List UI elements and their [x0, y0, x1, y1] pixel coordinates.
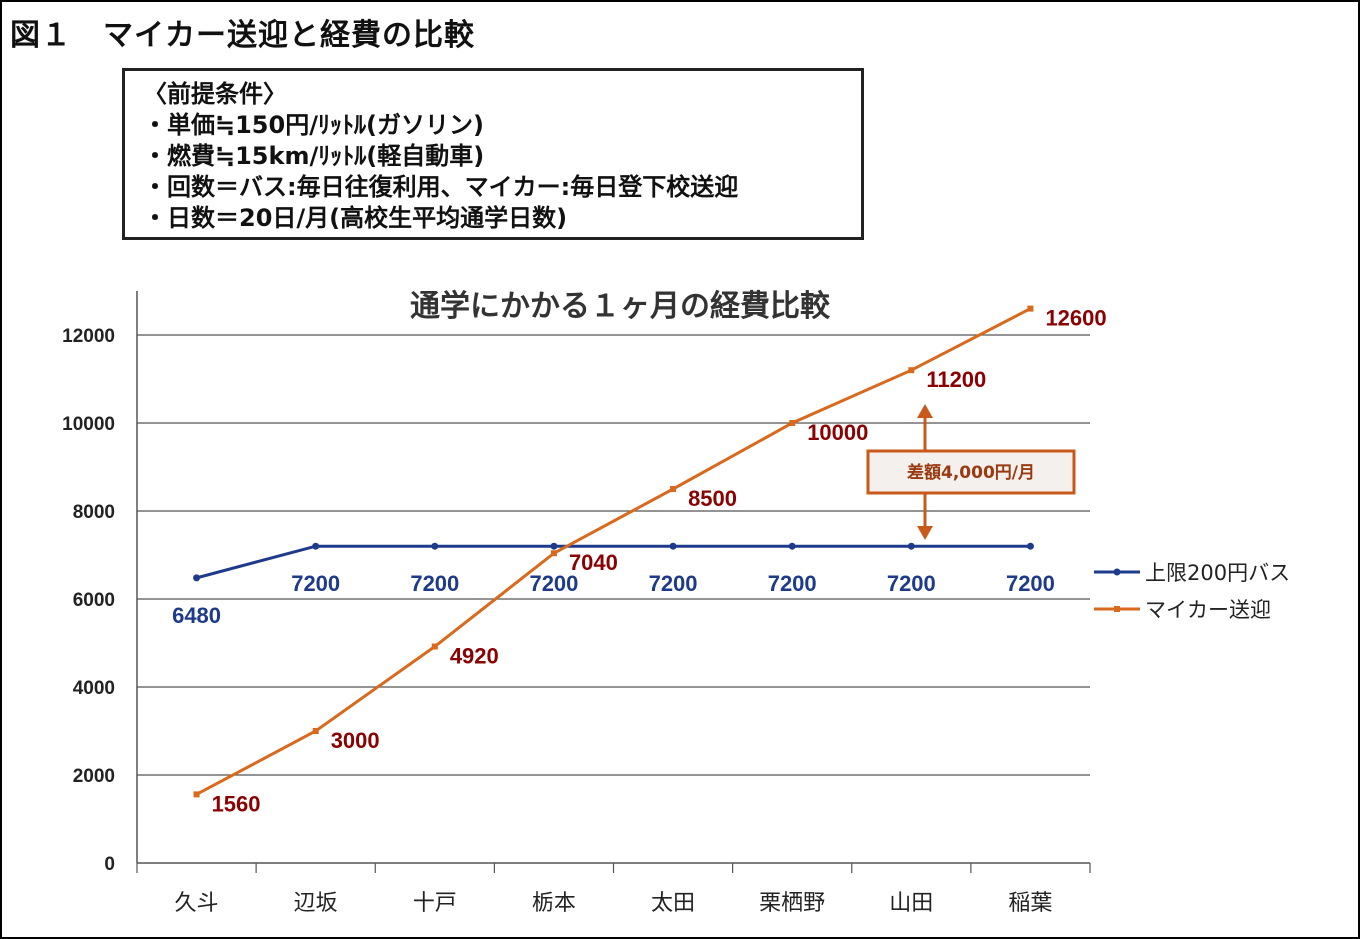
- y-tick-label-0: 0: [104, 854, 115, 875]
- legend-item-car: マイカー送迎: [1094, 598, 1271, 622]
- car-data-label-0: 1560: [212, 791, 261, 816]
- legend-marker-bus: [1113, 568, 1121, 576]
- car-data-label-2: 4920: [450, 644, 499, 669]
- y-tick-label-10000: 10000: [62, 414, 115, 435]
- bus-point-3: [550, 542, 558, 550]
- figure-title: 図１ マイカー送迎と経費の比較: [10, 18, 475, 53]
- bus-data-label-0: 6480: [172, 603, 221, 628]
- bus-data-label-1: 7200: [291, 571, 340, 596]
- car-point-0: [193, 791, 200, 798]
- annotation-arrow-up-head: [917, 404, 933, 418]
- y-tick-label-8000: 8000: [73, 502, 115, 523]
- car-point-3: [550, 550, 557, 557]
- car-data-label-3: 7040: [569, 550, 618, 575]
- car-point-2: [431, 643, 438, 650]
- condition-frequency: ・回数＝バス:毎日往復利用、マイカー:毎日登下校送迎: [143, 173, 739, 201]
- annotation-arrow-down-head: [917, 526, 933, 540]
- bus-point-6: [907, 542, 915, 550]
- car-point-4: [670, 486, 677, 492]
- car-data-label-6: 11200: [926, 367, 986, 392]
- condition-unit-price: ・単価≒150円/ﾘｯﾄﾙ(ガソリン): [143, 111, 484, 139]
- bus-point-5: [788, 542, 796, 550]
- bus-data-label-5: 7200: [768, 571, 817, 596]
- legend-marker-car: [1114, 606, 1120, 612]
- bus-data-label-4: 7200: [649, 571, 698, 596]
- car-data-label-1: 3000: [331, 728, 380, 753]
- chart-title: 通学にかかる１ヶ月の経費比較: [410, 289, 831, 324]
- y-tick-label-6000: 6000: [73, 590, 115, 611]
- bus-point-4: [669, 542, 677, 550]
- bus-point-2: [431, 542, 439, 550]
- y-tick-label-4000: 4000: [73, 678, 115, 699]
- series-line-bus: [196, 544, 1031, 580]
- annotation-text: 差額4,000円/月: [907, 462, 1035, 483]
- x-tick-label-1: 辺坂: [294, 891, 338, 916]
- legend-label-car: マイカー送迎: [1145, 598, 1271, 622]
- condition-fuel-efficiency: ・燃費≒15km/ﾘｯﾄﾙ(軽自動車): [143, 142, 485, 170]
- car-data-label-4: 8500: [688, 486, 737, 511]
- condition-days: ・日数＝20日/月(高校生平均通学日数): [143, 204, 568, 232]
- bus-point-1: [312, 542, 320, 550]
- legend-label-bus: 上限200円バス: [1145, 561, 1290, 585]
- legend: 上限200円バス マイカー送迎: [1094, 561, 1290, 622]
- bus-data-label-6: 7200: [887, 571, 936, 596]
- data-label-layer: 6480 7200 7200 7200 7200 7200 7200 7200 1560 3000…: [172, 306, 1107, 817]
- axis-layer: 0 2000 4000 6000 8000 10000 12000 久斗 辺坂 十戸 栃本 太田 栗栖野…: [62, 291, 1091, 916]
- car-data-label-5: 10000: [807, 420, 868, 445]
- y-tick-label-12000: 12000: [62, 326, 115, 347]
- series-line-car: [195, 307, 1032, 796]
- x-tick-label-4: 太田: [651, 891, 695, 916]
- x-tick-label-0: 久斗: [175, 891, 219, 916]
- y-tick-label-2000: 2000: [73, 766, 115, 787]
- bus-data-label-2: 7200: [410, 571, 459, 596]
- car-point-6: [908, 367, 915, 374]
- bus-data-label-7: 7200: [1006, 571, 1055, 596]
- grid-layer: [137, 334, 1090, 776]
- difference-annotation: 差額4,000円/月: [866, 404, 1076, 540]
- series-layer: [193, 305, 1034, 798]
- conditions-box: 〈前提条件〉 ・単価≒150円/ﾘｯﾄﾙ(ガソリン) ・燃費≒15km/ﾘｯﾄﾙ…: [122, 68, 864, 240]
- conditions-heading: 〈前提条件〉: [143, 80, 287, 108]
- car-point-5: [789, 420, 796, 426]
- x-tick-label-6: 山田: [889, 891, 933, 916]
- bus-data-label-3: 7200: [529, 571, 578, 596]
- x-tick-label-7: 稲葉: [1008, 891, 1052, 916]
- bus-point-0: [193, 574, 201, 582]
- car-data-label-7: 12600: [1045, 306, 1106, 331]
- car-point-1: [312, 728, 319, 734]
- legend-item-bus: 上限200円バス: [1094, 561, 1290, 585]
- x-tick-label-2: 十戸: [413, 891, 457, 916]
- x-tick-label-3: 栃本: [532, 891, 576, 916]
- bus-point-7: [1026, 542, 1034, 550]
- x-tick-label-5: 栗栖野: [759, 891, 825, 916]
- annotation-box: [866, 449, 1076, 495]
- car-point-7: [1027, 305, 1034, 312]
